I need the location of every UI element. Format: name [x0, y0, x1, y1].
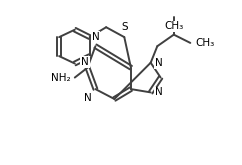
Text: N: N [81, 57, 89, 67]
Text: S: S [121, 22, 128, 32]
Text: NH₂: NH₂ [51, 73, 71, 82]
Text: N: N [84, 93, 92, 103]
Text: N: N [91, 32, 99, 42]
Text: CH₃: CH₃ [164, 21, 183, 32]
Text: N: N [155, 58, 163, 68]
Text: CH₃: CH₃ [195, 38, 214, 48]
Text: N: N [155, 87, 163, 97]
